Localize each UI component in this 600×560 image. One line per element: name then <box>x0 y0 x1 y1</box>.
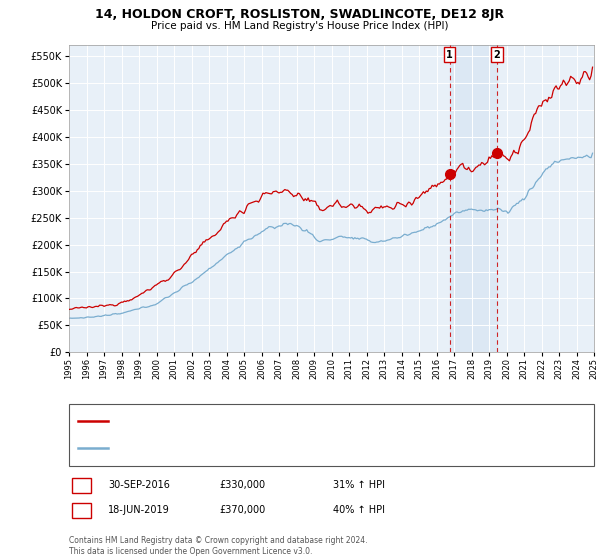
Text: Contains HM Land Registry data © Crown copyright and database right 2024.
This d: Contains HM Land Registry data © Crown c… <box>69 536 367 556</box>
Text: 2: 2 <box>78 505 85 515</box>
Text: 18-JUN-2019: 18-JUN-2019 <box>108 505 170 515</box>
Text: 2: 2 <box>494 50 500 59</box>
Text: HPI: Average price, detached house, South Derbyshire: HPI: Average price, detached house, Sout… <box>114 444 349 452</box>
Text: £370,000: £370,000 <box>219 505 265 515</box>
Text: 30-SEP-2016: 30-SEP-2016 <box>108 480 170 491</box>
Text: 1: 1 <box>78 480 85 491</box>
Text: 14, HOLDON CROFT, ROSLISTON, SWADLINCOTE, DE12 8JR (detached house): 14, HOLDON CROFT, ROSLISTON, SWADLINCOTE… <box>114 417 448 426</box>
Text: 1: 1 <box>446 50 453 59</box>
Text: 31% ↑ HPI: 31% ↑ HPI <box>333 480 385 491</box>
Text: Price paid vs. HM Land Registry's House Price Index (HPI): Price paid vs. HM Land Registry's House … <box>151 21 449 31</box>
Text: 14, HOLDON CROFT, ROSLISTON, SWADLINCOTE, DE12 8JR: 14, HOLDON CROFT, ROSLISTON, SWADLINCOTE… <box>95 8 505 21</box>
Text: 40% ↑ HPI: 40% ↑ HPI <box>333 505 385 515</box>
Bar <box>449 45 497 352</box>
Text: £330,000: £330,000 <box>219 480 265 491</box>
